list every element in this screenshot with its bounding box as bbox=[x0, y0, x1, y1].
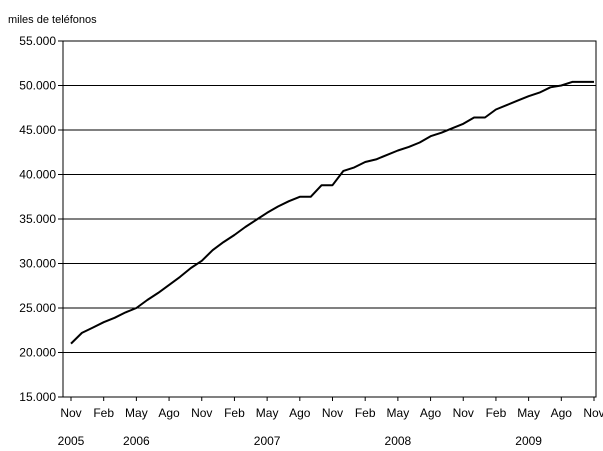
y-tick-label: 30.000 bbox=[19, 257, 56, 271]
year-label: 2008 bbox=[385, 434, 412, 448]
x-tick-label: Ago bbox=[158, 406, 180, 420]
x-tick-label: Ago bbox=[420, 406, 442, 420]
y-tick-label: 15.000 bbox=[19, 390, 56, 404]
y-tick-label: 40.000 bbox=[19, 168, 56, 182]
year-label: 2005 bbox=[58, 434, 85, 448]
x-tick-label: Feb bbox=[93, 406, 114, 420]
x-tick-label: Nov bbox=[322, 406, 343, 420]
y-unit-label: miles de teléfonos bbox=[8, 14, 97, 26]
x-tick-label: May bbox=[256, 406, 279, 420]
x-tick-label: Ago bbox=[289, 406, 311, 420]
y-tick-label: 25.000 bbox=[19, 301, 56, 315]
x-tick-label: Nov bbox=[583, 406, 603, 420]
x-tick-label: Feb bbox=[486, 406, 507, 420]
x-tick-label: May bbox=[517, 406, 540, 420]
y-tick-label: 20.000 bbox=[19, 346, 56, 360]
x-tick-label: May bbox=[125, 406, 148, 420]
x-tick-label: May bbox=[387, 406, 410, 420]
x-tick-label: Feb bbox=[224, 406, 245, 420]
x-tick-label: Nov bbox=[60, 406, 81, 420]
y-tick-label: 55.000 bbox=[19, 34, 56, 48]
year-label: 2009 bbox=[515, 434, 542, 448]
year-label: 2006 bbox=[123, 434, 150, 448]
x-tick-label: Nov bbox=[191, 406, 212, 420]
x-tick-label: Nov bbox=[453, 406, 474, 420]
y-tick-label: 50.000 bbox=[19, 79, 56, 93]
x-tick-label: Ago bbox=[551, 406, 573, 420]
y-tick-label: 45.000 bbox=[19, 123, 56, 137]
x-tick-label: Feb bbox=[355, 406, 376, 420]
series-line bbox=[70, 80, 594, 345]
year-label: 2007 bbox=[254, 434, 281, 448]
y-tick-label: 35.000 bbox=[19, 212, 56, 226]
